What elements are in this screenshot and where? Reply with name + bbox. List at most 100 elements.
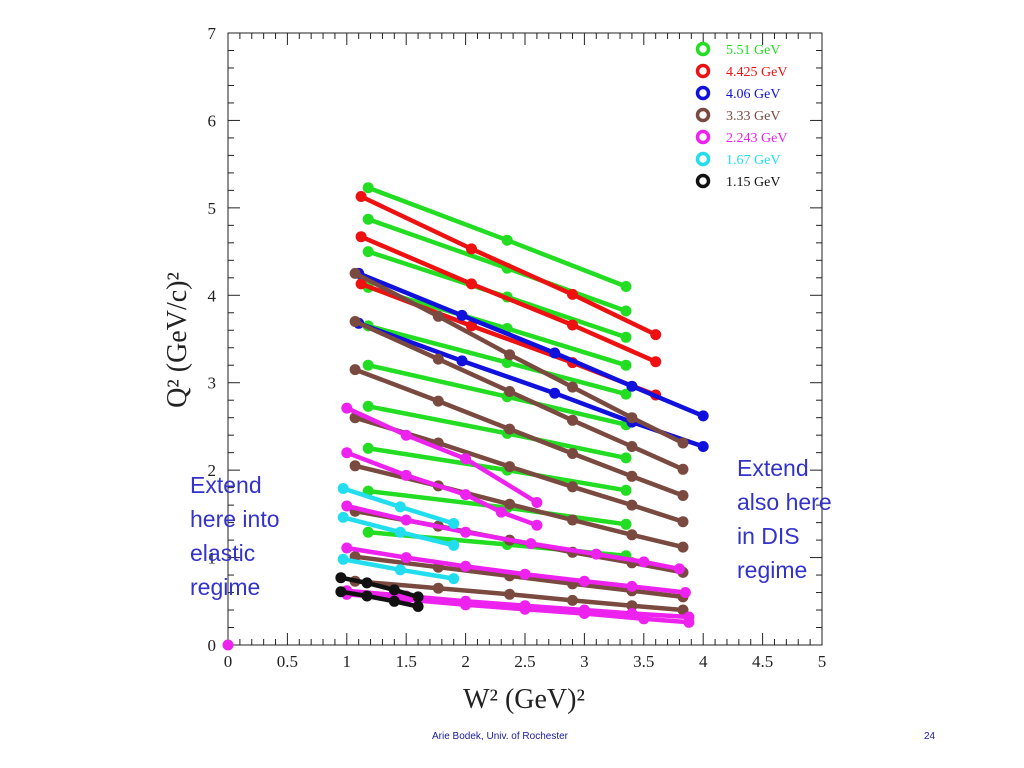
x-tick-label: 3.5 bbox=[633, 652, 654, 671]
data-point bbox=[620, 388, 632, 400]
data-point bbox=[432, 353, 444, 365]
y-tick-label: 2 bbox=[208, 461, 217, 480]
data-point bbox=[626, 529, 638, 541]
data-point bbox=[341, 500, 353, 512]
data-point bbox=[679, 587, 691, 598]
data-point bbox=[362, 182, 374, 194]
axes-layer: 0 0.5 1 1.5 2 2.5 3 3.5 4 4.5 5 0 1 2 3 4 5 6 7 bbox=[208, 24, 827, 671]
data-point bbox=[337, 511, 349, 523]
data-point bbox=[388, 584, 400, 596]
data-point bbox=[456, 309, 468, 321]
data-point bbox=[460, 526, 472, 538]
data-point bbox=[626, 600, 638, 612]
legend-marker bbox=[695, 129, 711, 145]
series-line bbox=[338, 589, 421, 609]
y-tick-label: 6 bbox=[208, 111, 217, 130]
data-point bbox=[567, 414, 578, 426]
data-point bbox=[504, 349, 516, 361]
data-point bbox=[432, 582, 444, 594]
legend: 5.51 GeV 4.425 GeV 4.06 GeV 3.33 GeV 2.243 G… bbox=[695, 41, 787, 190]
data-point bbox=[355, 231, 367, 243]
data-point bbox=[549, 347, 561, 359]
data-point bbox=[448, 518, 460, 529]
data-point bbox=[362, 246, 374, 258]
series-group bbox=[349, 267, 689, 616]
data-point bbox=[341, 402, 353, 414]
y-tick-label: 1 bbox=[208, 549, 217, 568]
data-point bbox=[394, 501, 406, 513]
x-tick-label: 5 bbox=[818, 652, 827, 671]
data-point bbox=[626, 441, 638, 452]
data-point bbox=[567, 594, 578, 606]
data-point bbox=[222, 639, 234, 651]
legend-marker bbox=[695, 85, 711, 101]
legend-marker bbox=[695, 41, 711, 57]
x-tick-label: 1.5 bbox=[396, 652, 417, 671]
data-point bbox=[677, 490, 689, 501]
data-point bbox=[677, 437, 689, 449]
data-point bbox=[349, 460, 361, 472]
data-point bbox=[448, 539, 460, 551]
data-point bbox=[650, 329, 662, 341]
data-point bbox=[388, 595, 400, 607]
series-line bbox=[352, 554, 686, 600]
footer-author: Arie Bodek, Univ. of Rochester bbox=[432, 731, 568, 742]
data-point bbox=[525, 538, 537, 550]
data-point bbox=[460, 560, 472, 572]
data-point bbox=[567, 319, 578, 331]
data-point bbox=[466, 243, 477, 255]
data-point bbox=[504, 386, 516, 397]
data-point bbox=[349, 364, 361, 376]
data-point bbox=[412, 601, 424, 612]
data-point bbox=[626, 412, 638, 424]
data-point bbox=[362, 400, 374, 412]
data-point bbox=[567, 288, 578, 300]
annotation-dis: Extend also here in DIS regime bbox=[737, 455, 832, 583]
data-point bbox=[567, 481, 578, 493]
data-point bbox=[362, 213, 374, 225]
data-point bbox=[448, 573, 460, 585]
y-tick-label: 3 bbox=[208, 374, 217, 393]
data-point bbox=[567, 381, 578, 393]
data-point bbox=[626, 380, 638, 392]
data-point bbox=[620, 452, 632, 464]
series-line bbox=[352, 319, 686, 472]
series-line bbox=[352, 271, 686, 446]
data-point bbox=[362, 526, 374, 538]
data-point bbox=[504, 423, 516, 435]
data-point bbox=[620, 305, 632, 317]
data-point bbox=[349, 316, 361, 327]
series-line bbox=[352, 367, 686, 498]
data-point bbox=[504, 498, 516, 510]
data-point bbox=[456, 355, 468, 367]
data-point bbox=[620, 331, 632, 343]
data-point bbox=[531, 497, 543, 508]
data-point bbox=[683, 616, 695, 628]
data-point bbox=[400, 552, 412, 564]
data-point bbox=[638, 613, 650, 625]
data-point bbox=[337, 553, 349, 565]
legend-label: 2.243 GeV bbox=[726, 131, 787, 146]
legend-label: 4.425 GeV bbox=[726, 65, 787, 80]
series-line bbox=[358, 194, 658, 337]
data-point bbox=[590, 548, 602, 560]
page-number: 24 bbox=[924, 731, 936, 742]
data-point bbox=[531, 519, 543, 531]
series-line bbox=[352, 578, 686, 613]
data-point bbox=[626, 580, 638, 592]
legend-label: 1.15 GeV bbox=[726, 175, 780, 190]
data-point bbox=[567, 448, 578, 459]
data-point bbox=[361, 590, 373, 602]
data-point bbox=[362, 442, 374, 454]
series-line bbox=[352, 415, 686, 524]
x-tick-label: 2.5 bbox=[514, 652, 535, 671]
data-point bbox=[620, 359, 632, 371]
data-point bbox=[335, 586, 347, 598]
data-point bbox=[335, 572, 347, 584]
legend-marker bbox=[695, 63, 711, 79]
data-point bbox=[638, 556, 650, 568]
series-group bbox=[222, 402, 695, 651]
data-point bbox=[677, 541, 689, 553]
data-point bbox=[677, 516, 689, 528]
data-point bbox=[620, 281, 632, 292]
